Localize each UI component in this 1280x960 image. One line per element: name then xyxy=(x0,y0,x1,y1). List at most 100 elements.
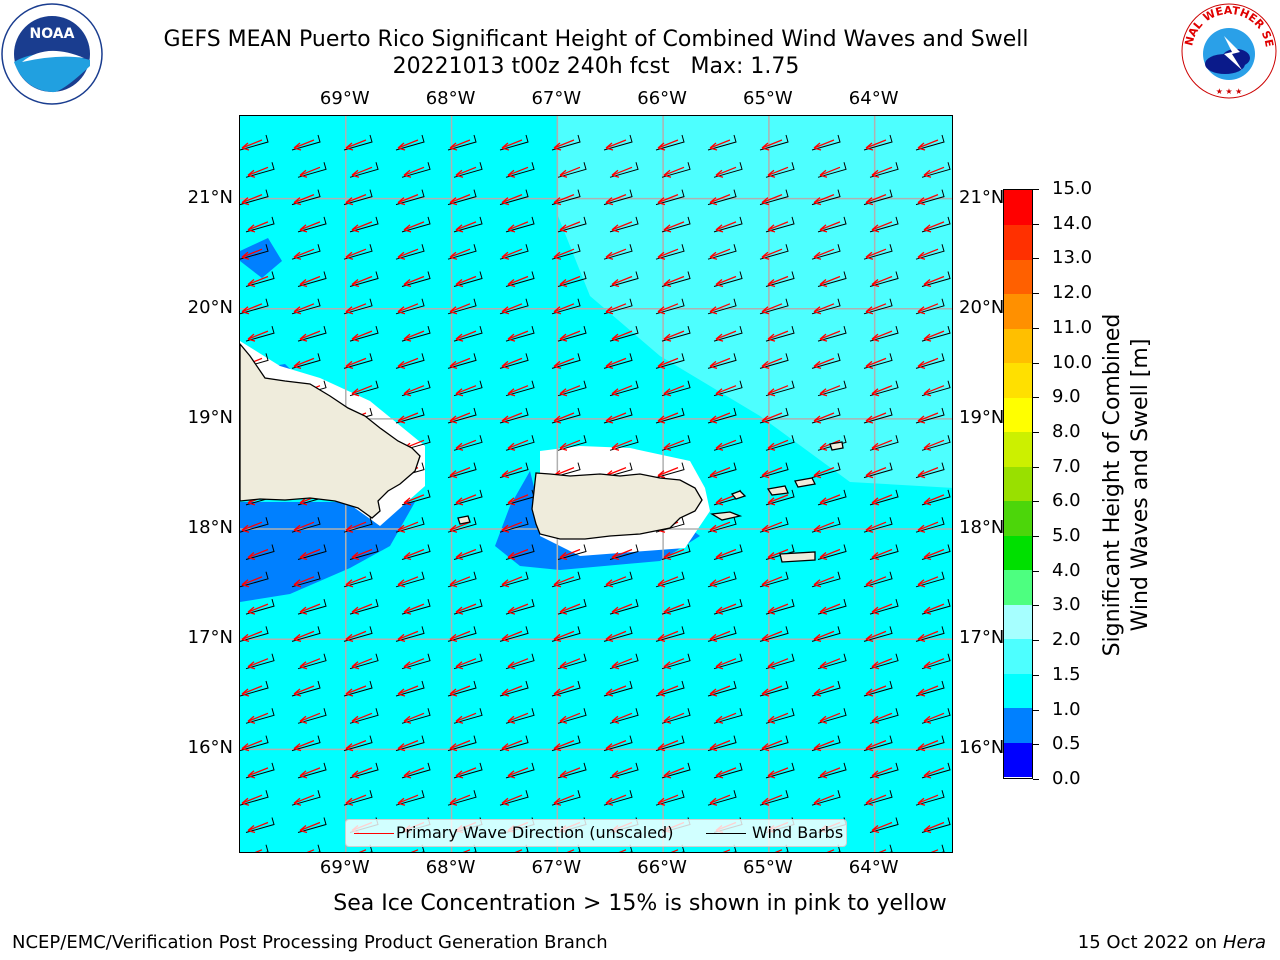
wave-direction-arrow xyxy=(247,712,269,724)
wind-barb xyxy=(609,708,639,724)
wind-barb xyxy=(759,298,789,315)
footer-date-text: 15 Oct 2022 on xyxy=(1077,932,1223,953)
colorbar-tick xyxy=(1033,605,1039,607)
wave-direction-arrow xyxy=(501,685,523,697)
colorbar-tick xyxy=(1033,744,1039,746)
colorbar-tick-label: 12.0 xyxy=(1052,282,1093,304)
wind-barb xyxy=(453,435,483,451)
wind-barb xyxy=(869,435,899,451)
wave-direction-arrow xyxy=(871,494,893,506)
wind-barb xyxy=(921,653,951,670)
colorbar-segment xyxy=(1004,259,1032,295)
wind-barb xyxy=(453,598,483,615)
wind-barb xyxy=(609,325,639,342)
wave-direction-arrow xyxy=(871,221,893,233)
wave-direction-arrow xyxy=(813,303,835,315)
wave-direction-arrow xyxy=(241,630,263,643)
wind-barb xyxy=(811,680,841,697)
wind-barb xyxy=(453,271,483,287)
wind-barb xyxy=(603,680,633,697)
wave-direction-arrow xyxy=(559,658,581,670)
wave-direction-arrow xyxy=(663,439,685,451)
wave-direction-arrow xyxy=(514,849,523,852)
wave-direction-arrow xyxy=(403,712,425,724)
wind-barb xyxy=(317,844,321,852)
wave-direction-arrow xyxy=(553,630,575,643)
colorbar-tick xyxy=(1033,466,1039,468)
latitude-tick-label: 21°N xyxy=(959,186,1005,208)
wind-barb xyxy=(453,489,483,506)
wind-barb xyxy=(863,790,893,806)
wind-barb xyxy=(661,598,691,615)
wind-barb xyxy=(603,407,633,424)
wave-direction-arrow xyxy=(611,330,633,342)
wave-direction-arrow xyxy=(865,248,887,260)
wave-direction-arrow xyxy=(345,576,367,588)
wave-direction-arrow xyxy=(819,548,841,561)
wave-direction-arrow xyxy=(449,303,471,315)
colorbar-tick-label: 1.5 xyxy=(1052,663,1081,685)
colorbar-segment xyxy=(1004,673,1032,709)
wave-direction-arrow xyxy=(865,139,887,151)
wave-direction-arrow xyxy=(657,466,679,479)
wave-direction-arrow xyxy=(709,303,731,315)
colorbar-tick-label: 9.0 xyxy=(1052,386,1081,408)
wind-barb xyxy=(811,407,841,424)
wind-barb xyxy=(577,844,581,852)
wave-direction-arrow xyxy=(403,275,425,288)
wave-direction-arrow xyxy=(871,275,893,288)
wind-barb xyxy=(551,244,581,260)
wind-barb xyxy=(343,571,373,588)
wind-barb xyxy=(869,708,899,724)
wave-direction-arrow xyxy=(553,248,575,260)
wave-direction-arrow xyxy=(501,193,523,206)
wind-barb xyxy=(655,134,685,151)
wave-direction-arrow xyxy=(553,412,575,424)
wind-barb xyxy=(349,380,379,397)
wind-barb xyxy=(869,762,899,779)
wave-direction-arrow xyxy=(455,603,477,615)
wave-direction-arrow xyxy=(715,658,737,670)
wave-direction-arrow xyxy=(449,739,471,752)
wind-barb xyxy=(343,244,373,260)
wave-direction-arrow xyxy=(605,303,627,315)
wind-barb xyxy=(915,407,945,424)
wind-barb xyxy=(817,162,847,178)
colorbar-tick xyxy=(1033,674,1039,676)
shallow-wave-region-corner xyxy=(240,238,282,278)
wave-direction-arrow xyxy=(449,357,471,370)
wind-barb xyxy=(811,735,841,752)
wave-direction-arrow xyxy=(605,193,627,206)
wind-barb xyxy=(395,298,425,315)
wind-barb xyxy=(447,735,477,752)
wind-barb xyxy=(349,216,379,233)
wind-barb xyxy=(505,271,535,287)
wave-direction-arrow xyxy=(715,767,737,779)
wind-barb xyxy=(291,680,321,697)
wind-barb xyxy=(557,435,587,451)
latitude-tick-label: 21°N xyxy=(187,186,233,208)
wind-barb xyxy=(349,271,379,287)
wave-direction-arrow xyxy=(507,385,529,397)
wave-direction-arrow xyxy=(293,794,315,806)
wave-direction-arrow xyxy=(923,275,945,288)
wave-direction-arrow xyxy=(709,357,731,370)
wave-direction-arrow xyxy=(767,385,789,397)
wind-barb xyxy=(889,844,893,852)
wave-direction-arrow xyxy=(293,739,315,752)
wave-direction-arrow xyxy=(761,303,783,315)
wave-direction-arrow xyxy=(657,193,679,206)
svg-text:★ ★ ★: ★ ★ ★ xyxy=(1216,87,1243,96)
wind-barb xyxy=(395,134,425,151)
noaa-logo-text: NOAA xyxy=(30,26,75,42)
wave-direction-arrow xyxy=(709,576,731,588)
wave-direction-arrow xyxy=(657,303,679,315)
colorbar-segment xyxy=(1004,397,1032,433)
wave-direction-arrow xyxy=(611,221,633,233)
wind-barb xyxy=(557,598,587,615)
land-st-thomas xyxy=(766,485,789,496)
wind-barb xyxy=(921,598,951,615)
wave-direction-arrow xyxy=(455,385,477,397)
wave-direction-arrow xyxy=(553,193,575,206)
wave-direction-arrow xyxy=(345,685,367,697)
